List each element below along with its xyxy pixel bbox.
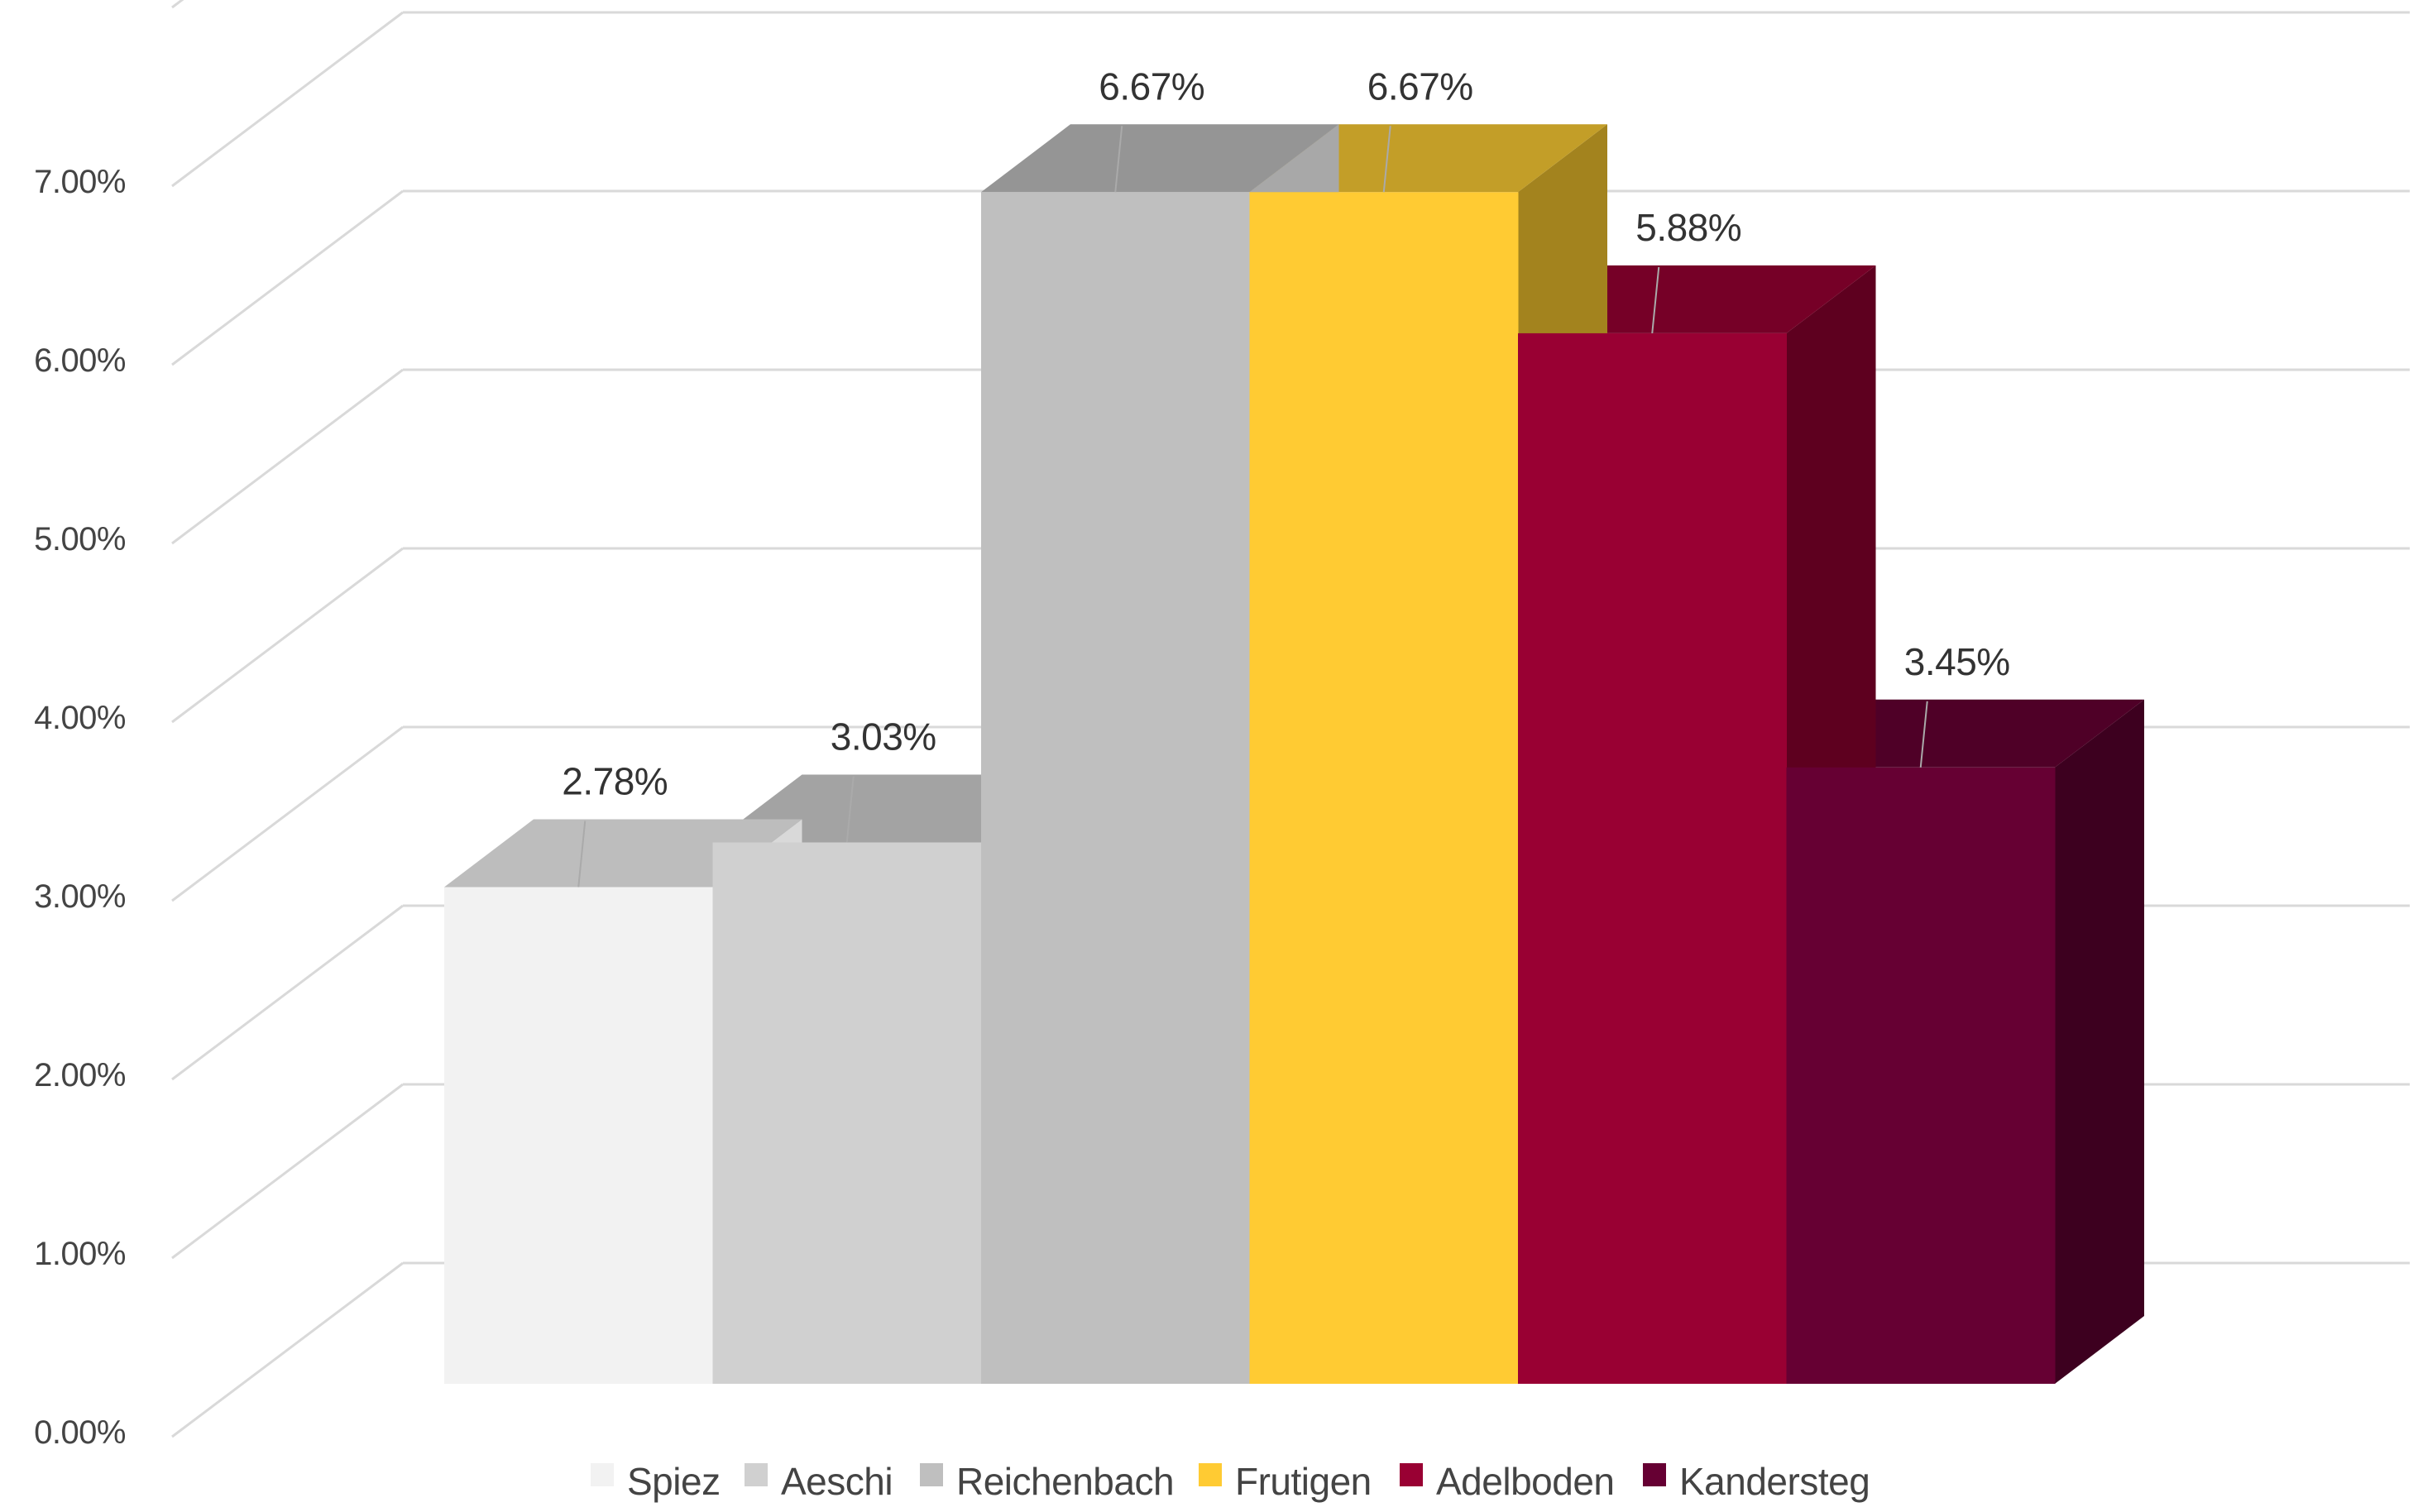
- data-label: 2.78%: [562, 760, 668, 803]
- wall-line: [171, 1083, 404, 1260]
- y-tick-label: 6.00%: [34, 342, 126, 379]
- wall-line: [171, 189, 404, 366]
- y-tick-label: 4.00%: [34, 700, 126, 736]
- legend-swatch: [591, 1463, 614, 1486]
- bar-kandersteg: [1786, 767, 2056, 1384]
- bar-reichenbach: [981, 192, 1250, 1384]
- label-leader: [577, 821, 587, 888]
- bar-top-kandersteg: [1786, 699, 2144, 768]
- data-label: 3.03%: [831, 715, 936, 758]
- bar-top-adelboden: [1518, 265, 1876, 333]
- legend-swatch: [920, 1463, 943, 1486]
- wall-line: [171, 368, 404, 545]
- bar-top-aeschi: [712, 774, 1070, 843]
- data-label: 5.88%: [1635, 206, 1741, 249]
- data-label: 3.45%: [1904, 640, 2010, 683]
- bar-top-frutigen: [1249, 124, 1607, 193]
- y-tick-label: 3.00%: [34, 878, 126, 915]
- wall-line: [171, 1261, 404, 1438]
- label-leader: [1651, 266, 1660, 334]
- bar-aeschi: [712, 842, 982, 1384]
- legend-swatch: [1400, 1463, 1423, 1486]
- data-labels: 2.78% 3.03% 6.67% 6.67% 5.88% 3.45%: [562, 65, 2010, 888]
- y-tick-label: 0.00%: [34, 1414, 126, 1451]
- legend: Spiez Aeschi Reichenbach Frutigen Adelboden K…: [591, 1460, 1870, 1503]
- legend-swatch: [1199, 1463, 1222, 1486]
- label-leader: [1382, 126, 1391, 193]
- bar-adelboden: [1518, 333, 1787, 1384]
- bar-spiez: [444, 887, 713, 1384]
- data-label: 6.67%: [1367, 65, 1473, 108]
- label-leader: [845, 776, 855, 843]
- bars: [444, 124, 2144, 1384]
- bar-top-reichenbach: [981, 124, 1339, 193]
- bar-top-spiez: [444, 819, 802, 888]
- legend-label: Reichenbach: [956, 1460, 1174, 1503]
- legend-label: Frutigen: [1235, 1460, 1372, 1503]
- wall-line: [171, 725, 404, 902]
- wall-line: [171, 904, 404, 1081]
- legend-label: Adelboden: [1436, 1460, 1614, 1503]
- wall-line: [171, 0, 184, 9]
- y-tick-label: 5.00%: [34, 521, 126, 557]
- legend-swatch: [1643, 1463, 1666, 1486]
- y-axis: 0.00% 1.00% 2.00% 3.00% 4.00% 5.00% 6.00% 7.00%: [34, 164, 126, 1451]
- data-label: 6.67%: [1099, 65, 1204, 108]
- y-tick-label: 2.00%: [34, 1057, 126, 1093]
- wall-line: [171, 11, 404, 188]
- bar-frutigen: [1249, 192, 1519, 1384]
- legend-label: Spiez: [627, 1460, 721, 1503]
- wall-line: [171, 547, 404, 724]
- y-tick-label: 7.00%: [34, 164, 126, 200]
- legend-label: Aeschi: [781, 1460, 893, 1503]
- label-leader: [1114, 126, 1123, 193]
- bar-side-kandersteg: [2055, 699, 2144, 1384]
- y-tick-label: 1.00%: [34, 1236, 126, 1272]
- legend-swatch: [745, 1463, 768, 1486]
- legend-label: Kandersteg: [1679, 1460, 1870, 1503]
- label-leader: [1919, 701, 1928, 768]
